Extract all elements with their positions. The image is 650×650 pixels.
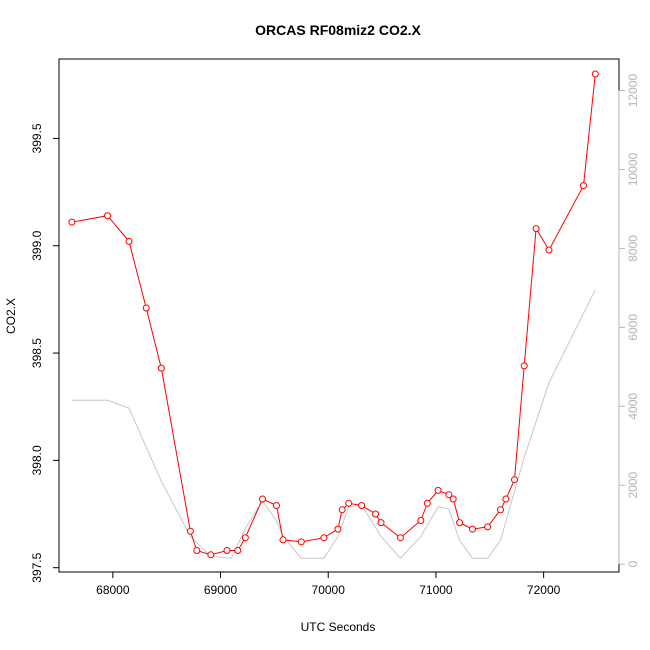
co2-data-point [193,547,201,554]
co2-data-point [104,212,111,220]
co2-data-point [372,510,380,518]
y2-tick-label: 8000 [626,235,640,262]
co2-data-point [207,551,215,559]
co2-data-point [320,534,328,542]
y2-tick-label: 4000 [626,393,640,420]
co2-data-point [186,527,194,535]
y-axis-left: 397.5 398.0 398.5 399.0 399.5 [30,123,60,583]
x-axis: 68000 69000 70000 71000 72000 [96,571,561,597]
y-axis-right: 0 2000 4000 6000 8000 10000 12000 [618,74,640,567]
co2-data-point [580,182,587,190]
y-tick-label: 398.0 [30,445,44,475]
y2-tick-label: 12000 [626,74,640,108]
co2-data-point [456,519,464,527]
y-tick-label: 399.0 [30,230,44,260]
series-layer [68,70,599,559]
co2-data-point [396,534,404,542]
x-axis-label: UTC Seconds [301,620,376,634]
co2-data-point [234,547,242,554]
co2-data-point [449,495,457,503]
co2-data-point [497,506,504,514]
y2-tick-label: 10000 [626,152,640,186]
co2-data-point [445,491,453,499]
co2-data-point [142,304,150,312]
co2-data-point [157,364,165,372]
y-tick-label: 399.5 [30,123,44,153]
co2-data-point [297,538,305,546]
co2-data-point [434,486,442,494]
co2-data-point [338,506,346,514]
co2-data-point [358,502,366,509]
co2-data-point [377,519,385,527]
chart-title: ORCAS RF08miz2 CO2.X [255,22,421,38]
y2-tick-label: 2000 [626,472,640,499]
co2-data-point [223,547,231,554]
co2-data-point [68,218,76,226]
co2-data-point [125,237,133,245]
co2-data-point [520,362,528,370]
co2-data-point [502,495,510,503]
co2-data-point [279,536,287,544]
co2-data-point [591,70,599,78]
x-tick-label: 68000 [96,583,130,597]
secondary-series-line [71,289,596,559]
co2-data-point [273,502,280,509]
y2-tick-label: 6000 [626,314,640,341]
co2-data-point [334,525,342,533]
co2-data-point [545,246,553,254]
co2-data-point [417,517,425,524]
y-tick-label: 397.5 [30,552,44,582]
x-tick-label: 70000 [312,583,346,597]
co2-data-point [511,476,518,484]
y-tick-label: 398.5 [30,338,44,368]
x-tick-label: 71000 [419,583,453,597]
y2-tick-label: 0 [626,560,640,567]
co2-data-point [345,499,353,507]
co2-data-point [469,525,476,533]
x-tick-label: 69000 [204,583,238,597]
plot-frame [58,58,620,573]
co2-data-point [532,225,540,233]
x-tick-label: 72000 [527,583,561,597]
co2-data-point [484,523,492,531]
co2-data-point [241,534,249,542]
co2-data-point [259,495,266,503]
y-axis-label: CO2.X [4,298,18,334]
co2-data-point [423,499,431,507]
